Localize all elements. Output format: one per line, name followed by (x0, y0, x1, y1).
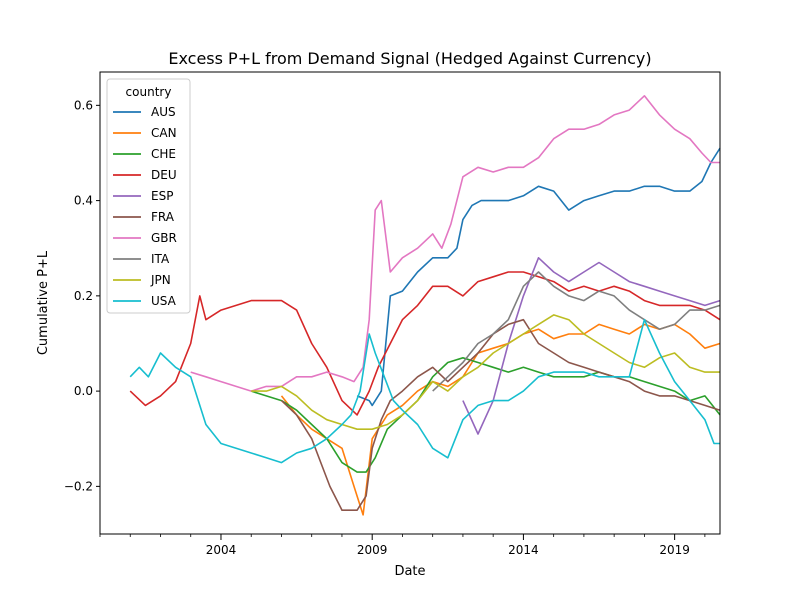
x-tick-label: 2009 (357, 543, 388, 557)
x-tick-label: 2019 (659, 543, 690, 557)
legend-label-usa: USA (151, 294, 177, 308)
legend-label-jpn: JPN (150, 273, 171, 287)
x-tick-label: 2004 (206, 543, 237, 557)
series-line-fra (280, 318, 721, 512)
y-tick-label: 0.2 (74, 289, 93, 303)
series-line-usa (129, 318, 720, 464)
x-tick-label: 2014 (508, 543, 539, 557)
series-line-esp (462, 256, 721, 435)
series-layer (129, 95, 721, 516)
axis-layer: −0.2 0.0 0.2 0.4 0.6 2004 2009 2014 2019 (64, 98, 706, 557)
legend-label-fra: FRA (151, 210, 175, 224)
legend-label-deu: DEU (151, 168, 177, 182)
legend-label-gbr: GBR (151, 231, 177, 245)
y-tick-label: 0.6 (74, 98, 93, 112)
series-line-che (250, 356, 721, 473)
x-axis-label: Date (394, 564, 425, 579)
legend-label-aus: AUS (151, 105, 176, 119)
series-line-gbr (190, 95, 720, 392)
series-line-aus (356, 147, 721, 407)
y-tick-label: 0.0 (74, 384, 93, 398)
legend-label-ita: ITA (151, 252, 170, 266)
legend-box (106, 78, 191, 314)
y-tick-label: 0.4 (74, 194, 93, 208)
series-line-can (280, 323, 721, 516)
legend-title: country (126, 85, 172, 99)
chart-title: Excess P+L from Demand Signal (Hedged Ag… (168, 49, 651, 68)
series-line-ita (432, 271, 721, 392)
legend-label-che: CHE (151, 147, 176, 161)
plot-frame (99, 71, 721, 535)
y-tick-label: −0.2 (64, 479, 93, 493)
legend-label-esp: ESP (151, 189, 173, 203)
legend: country AUS CAN CHE DEU ESP FRA GBR ITA JPN USA (106, 78, 191, 314)
legend-label-can: CAN (151, 126, 177, 140)
series-line-jpn (251, 314, 720, 431)
y-axis-label: Cumulative P+L (36, 250, 51, 355)
series-line-deu (129, 271, 721, 416)
